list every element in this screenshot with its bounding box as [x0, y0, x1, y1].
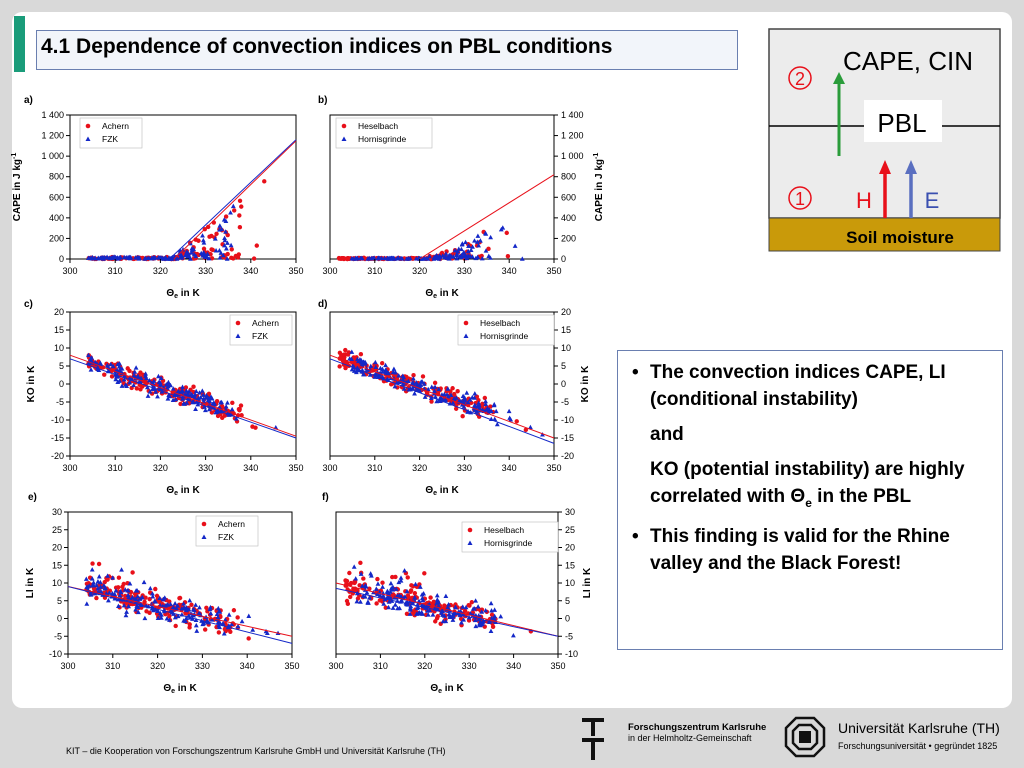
ko-text-post: in the PBL: [811, 486, 912, 507]
bullet-1: The convection indices CAPE, LI (conditi…: [630, 359, 992, 517]
ko-text-pre: KO (potential instability) are highly co…: [650, 459, 965, 507]
h-label: H: [856, 188, 872, 213]
cape-cin-label: CAPE, CIN: [843, 46, 973, 76]
soil-label: Soil moisture: [846, 228, 954, 247]
findings-box: The convection indices CAPE, LI (conditi…: [617, 350, 1003, 650]
marker-1: [788, 186, 812, 210]
bullet-1-text: The convection indices CAPE, LI (conditi…: [650, 362, 946, 410]
bullet-2-text: This finding is valid for the Rhine vall…: [650, 525, 950, 574]
marker-1-label: 1: [795, 189, 805, 209]
footer-text: KIT – die Kooperation von Forschungszent…: [66, 746, 446, 756]
marker-2-label: 2: [795, 69, 805, 89]
accent-bar: [14, 16, 25, 72]
ko-text-sub: e: [805, 495, 812, 510]
bullet-ko: KO (potential instability) are highly co…: [650, 456, 992, 517]
pbl-schematic: Soil moisture CAPE, CIN PBL 2 1 H E: [768, 28, 1001, 252]
fzk-name: Forschungszentrum Karlsruhe in der Helmh…: [628, 722, 766, 744]
university-logo-icon: [784, 716, 826, 758]
marker-2: [788, 66, 812, 90]
uni-line2: Forschungsuniversität • gegründet 1825: [838, 741, 998, 751]
e-arrow-head: [905, 160, 917, 174]
fzk-line1: Forschungszentrum Karlsruhe: [628, 722, 767, 733]
pbl-box: [864, 100, 942, 142]
green-arrow-head: [833, 72, 845, 84]
bullet-2: This finding is valid for the Rhine vall…: [630, 523, 992, 577]
uni-line1: Universität Karlsruhe (TH): [838, 720, 1000, 736]
fzk-line2: in der Helmholtz-Gemeinschaft: [628, 733, 752, 743]
page-title: 4.1 Dependence of convection indices on …: [41, 35, 613, 58]
pbl-label: PBL: [877, 108, 926, 138]
e-label: E: [925, 188, 940, 213]
soil-layer: [768, 217, 1001, 252]
h-arrow-head: [879, 160, 891, 174]
fzk-logo-icon: [582, 718, 604, 760]
bullet-and: and: [650, 424, 684, 445]
title-box: 4.1 Dependence of convection indices on …: [36, 30, 738, 70]
